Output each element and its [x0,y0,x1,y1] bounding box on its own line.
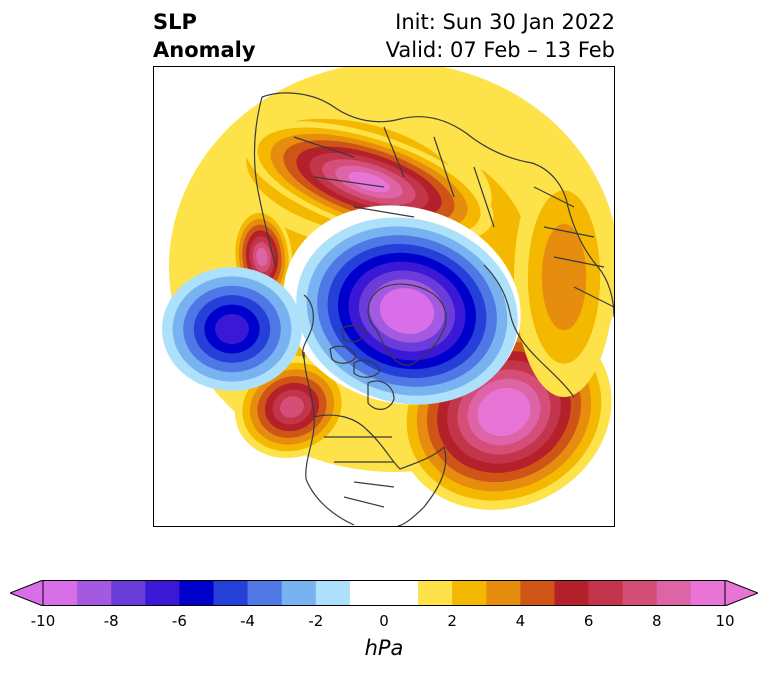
coastline-segment [341,324,367,343]
colorbar-bin-3 [145,580,180,606]
colorbar-bin-18 [690,580,726,606]
init-date: Init: Sun 30 Jan 2022 [395,10,615,34]
colorbar-outline [42,580,726,606]
coastline-segment [303,351,447,526]
date-info: Init: Sun 30 Jan 2022 Valid: 07 Feb – 13… [386,8,615,64]
colorbar-ticks: -10 -8 -6 -4 -2 0 2 4 6 8 10 [0,612,768,632]
title-type: Anomaly [153,38,256,62]
slp-anomaly-map [154,67,614,526]
colorbar-bin-11 [452,580,487,606]
coastline-segment [367,380,395,410]
colorbar-bin-13 [520,580,555,606]
colorbar-bin-6 [247,580,282,606]
colorbar [10,580,758,606]
colorbar-tick-label: -2 [308,612,324,630]
colorbar-bin-1 [77,580,112,606]
colorbar-extend-low [10,580,44,606]
title-variable: SLP [153,10,197,34]
colorbar-bin-2 [111,580,146,606]
map-panel [153,66,615,527]
coastline-segment [329,345,357,364]
colorbar-tick-label: 8 [652,612,662,630]
colorbar-tick-label: 10 [715,612,735,630]
anomaly-contour [487,397,521,427]
coastline-segment [533,186,614,308]
coastline-segment [293,126,495,228]
colorbar-tick-label: 2 [447,612,457,630]
colorbar-bin-0 [43,580,78,606]
colorbar-tick-label: 4 [515,612,526,630]
colorbar-bin-12 [486,580,521,606]
colorbar-bin-4 [179,580,214,606]
colorbar-bin-17 [656,580,692,606]
coastline-segment [324,436,395,508]
colorbar-bin-8 [315,580,351,606]
valid-period: Valid: 07 Feb – 13 Feb [385,38,615,62]
coastlines [253,92,614,526]
colorbar-tick-label: -10 [30,612,56,630]
colorbar-bin-10 [418,580,453,606]
colorbar-tick-label: -8 [103,612,119,630]
coastline-segment [367,283,447,366]
coastline-segment [302,294,314,360]
coastline-segment [253,96,277,268]
anomaly-contour [541,223,587,331]
colorbar-tick-label: -6 [171,612,187,630]
colorbar-tick-label: -4 [240,612,256,630]
colorbar-bin-15 [588,580,623,606]
anomaly-contour [256,247,268,267]
colorbar-tick-label: 6 [583,612,594,630]
colorbar-bin-14 [554,580,589,606]
colorbar-units: hPa [364,636,404,660]
anomaly-contour [279,396,305,418]
coastline-segment [483,264,575,398]
colorbar-bin-16 [622,580,658,606]
anomaly-contour [348,171,390,193]
neutral-zone [154,275,160,315]
colorbar-bin-5 [213,580,248,606]
coastline-segment [353,359,381,378]
anomaly-field [154,67,614,510]
coastline-segment [261,92,614,318]
anomaly-contour [215,313,249,345]
colorbar-bin-7 [281,580,317,606]
anomaly-contour [390,296,424,326]
colorbar-extend-high [724,580,758,606]
map-title: SLP Anomaly [153,8,256,64]
colorbar-tick-label: 0 [379,612,389,630]
colorbar-bin-9 [349,580,419,606]
